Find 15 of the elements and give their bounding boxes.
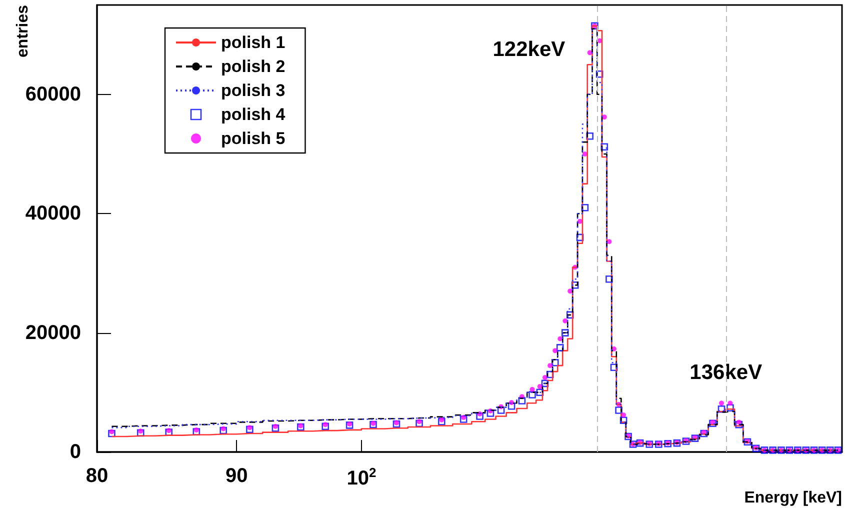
- y-tick-label: 0: [70, 441, 81, 463]
- annotation: 136keV: [690, 361, 762, 384]
- legend-label: polish 5: [221, 129, 286, 148]
- y-axis-title: entries: [14, 4, 32, 58]
- y-tick-label: 20000: [25, 322, 81, 344]
- x-tick-label: 90: [225, 465, 248, 487]
- legend-label: polish 3: [221, 81, 286, 100]
- legend-label: polish 2: [221, 57, 286, 76]
- annotation: 122keV: [492, 38, 566, 62]
- legend-label: polish 1: [221, 33, 286, 52]
- x-axis-title: Energy [keV]: [744, 490, 842, 506]
- y-tick-label: 60000: [25, 83, 81, 106]
- y-tick-label: 40000: [25, 202, 81, 225]
- legend-label: polish 4: [221, 105, 286, 124]
- x-tick-label: 80: [86, 465, 108, 487]
